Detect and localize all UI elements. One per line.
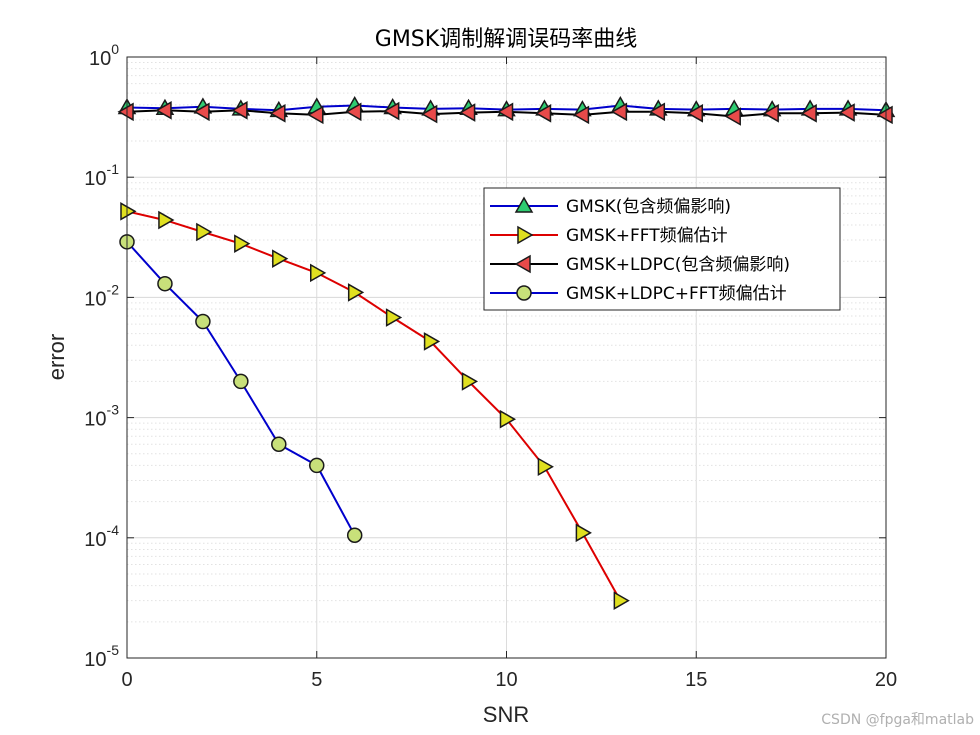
x-tick-label-0: 0 <box>121 669 132 691</box>
y-axis-label: error <box>44 334 69 380</box>
x-tick-label-1: 5 <box>311 669 322 691</box>
x-tick-label-3: 15 <box>685 669 707 691</box>
data-point <box>158 277 172 291</box>
watermark: CSDN @fpga和matlab <box>821 712 974 728</box>
data-point <box>234 374 248 388</box>
data-point <box>272 437 286 451</box>
x-axis-label: SNR <box>483 702 529 727</box>
x-tick-label-2: 10 <box>495 669 517 691</box>
data-point <box>196 315 210 329</box>
data-point <box>348 528 362 542</box>
data-point <box>310 458 324 472</box>
legend-label: GMSK+LDPC(包含频偏影响) <box>566 255 790 275</box>
legend: GMSK(包含频偏影响) GMSK+FFT频偏估计 GMSK+LDPC(包含频偏影响… <box>484 188 840 310</box>
legend-label: GMSK+LDPC+FFT频偏估计 <box>566 284 787 304</box>
x-tick-label-4: 20 <box>875 669 897 691</box>
legend-marker <box>517 286 531 300</box>
legend-label: GMSK+FFT频偏估计 <box>566 226 728 246</box>
legend-label: GMSK(包含频偏影响) <box>566 197 731 217</box>
chart-title: GMSK调制解调误码率曲线 <box>375 27 637 52</box>
